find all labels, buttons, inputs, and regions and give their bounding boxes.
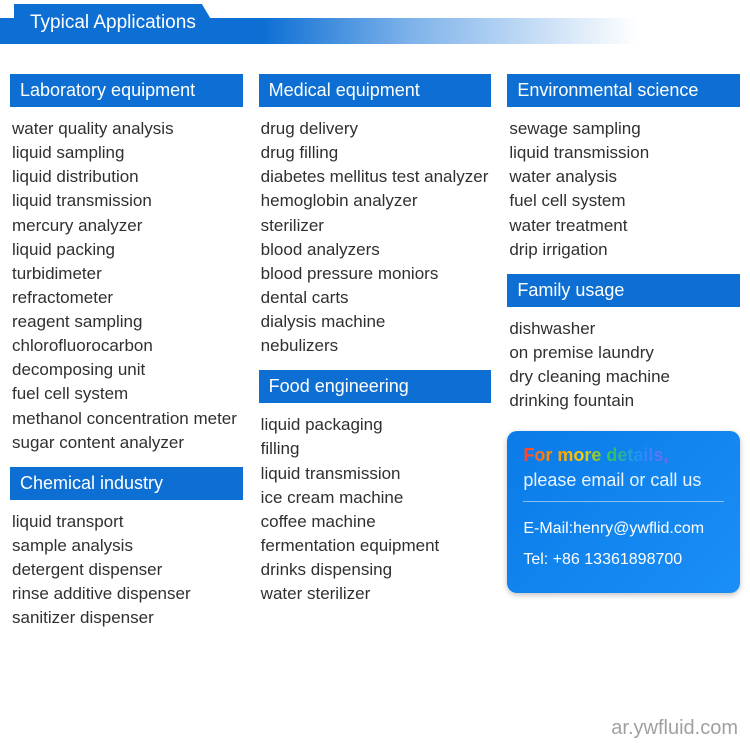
section-items-food: liquid packagingfillingliquid transmissi…: [259, 403, 492, 614]
list-item: water sterilizer: [261, 582, 490, 606]
section-header-laboratory: Laboratory equipment: [10, 74, 243, 107]
list-item: liquid distribution: [12, 165, 241, 189]
contact-box: For more details, please email or call u…: [507, 431, 740, 593]
list-item: sterilizer: [261, 214, 490, 238]
column-1: Laboratory equipment water quality analy…: [10, 70, 243, 638]
list-item: hemoglobin analyzer: [261, 189, 490, 213]
section-items-chemical: liquid transportsample analysisdetergent…: [10, 500, 243, 639]
list-item: refractometer: [12, 286, 241, 310]
list-item: blood pressure moniors: [261, 262, 490, 286]
contact-tel: Tel: +86 13361898700: [523, 545, 724, 575]
section-header-food: Food engineering: [259, 370, 492, 403]
list-item: liquid packaging: [261, 413, 490, 437]
list-item: water analysis: [509, 165, 738, 189]
list-item: dialysis machine: [261, 310, 490, 334]
list-item: dishwasher: [509, 317, 738, 341]
section-items-family: dishwasheron premise laundrydry cleaning…: [507, 307, 740, 422]
list-item: drinks dispensing: [261, 558, 490, 582]
list-item: coffee machine: [261, 510, 490, 534]
list-item: drinking fountain: [509, 389, 738, 413]
list-item: fuel cell system: [509, 189, 738, 213]
section-header-chemical: Chemical industry: [10, 467, 243, 500]
list-item: liquid transport: [12, 510, 241, 534]
list-item: blood analyzers: [261, 238, 490, 262]
list-item: methanol concentration meter: [12, 407, 241, 431]
contact-divider: [523, 501, 724, 502]
section-header-environmental: Environmental science: [507, 74, 740, 107]
contact-title-gradient: For more details,: [523, 445, 668, 465]
section-items-environmental: sewage samplingliquid transmissionwater …: [507, 107, 740, 270]
list-item: sugar content analyzer: [12, 431, 241, 455]
list-item: fermentation equipment: [261, 534, 490, 558]
list-item: diabetes mellitus test analyzer: [261, 165, 490, 189]
columns-container: Laboratory equipment water quality analy…: [0, 54, 750, 638]
section-header-family: Family usage: [507, 274, 740, 307]
list-item: nebulizers: [261, 334, 490, 358]
section-items-laboratory: water quality analysisliquid samplingliq…: [10, 107, 243, 463]
list-item: liquid transmission: [261, 462, 490, 486]
list-item: dental carts: [261, 286, 490, 310]
list-item: filling: [261, 437, 490, 461]
list-item: rinse additive dispenser: [12, 582, 241, 606]
list-item: turbidimeter: [12, 262, 241, 286]
list-item: detergent dispenser: [12, 558, 241, 582]
list-item: sewage sampling: [509, 117, 738, 141]
contact-email: E-Mail:henry@ywflid.com: [523, 514, 724, 544]
section-items-medical: drug deliverydrug fillingdiabetes mellit…: [259, 107, 492, 366]
list-item: liquid transmission: [509, 141, 738, 165]
column-2: Medical equipment drug deliverydrug fill…: [259, 70, 492, 638]
watermark: ar.ywfluid.com: [611, 717, 738, 740]
list-item: chlorofluorocarbon decomposing unit: [12, 334, 241, 382]
contact-subtitle: please email or call us: [523, 470, 724, 491]
list-item: reagent sampling: [12, 310, 241, 334]
list-item: ice cream machine: [261, 486, 490, 510]
list-item: liquid transmission: [12, 189, 241, 213]
section-header-medical: Medical equipment: [259, 74, 492, 107]
top-banner: Typical Applications: [0, 0, 750, 44]
list-item: fuel cell system: [12, 382, 241, 406]
list-item: water treatment: [509, 214, 738, 238]
list-item: liquid sampling: [12, 141, 241, 165]
list-item: sample analysis: [12, 534, 241, 558]
contact-title: For more details,: [523, 445, 724, 466]
list-item: drug delivery: [261, 117, 490, 141]
list-item: mercury analyzer: [12, 214, 241, 238]
list-item: liquid packing: [12, 238, 241, 262]
column-3: Environmental science sewage samplingliq…: [507, 70, 740, 638]
list-item: drip irrigation: [509, 238, 738, 262]
list-item: water quality analysis: [12, 117, 241, 141]
banner-title-tab: Typical Applications: [14, 4, 226, 44]
list-item: sanitizer dispenser: [12, 606, 241, 630]
list-item: on premise laundry: [509, 341, 738, 365]
list-item: dry cleaning machine: [509, 365, 738, 389]
list-item: drug filling: [261, 141, 490, 165]
